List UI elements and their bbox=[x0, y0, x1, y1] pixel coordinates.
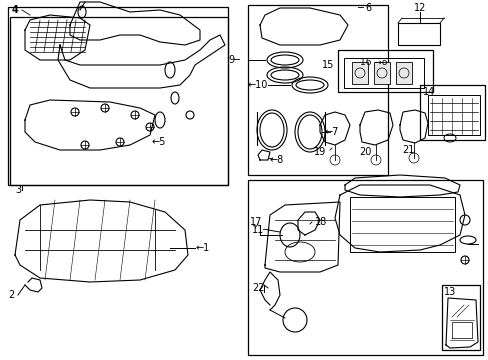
Text: 3: 3 bbox=[15, 185, 21, 195]
Text: 18: 18 bbox=[314, 217, 326, 227]
Bar bbox=[10, 17, 227, 185]
Text: 22: 22 bbox=[251, 283, 264, 293]
Bar bbox=[8, 7, 227, 185]
Text: 11─: 11─ bbox=[251, 225, 269, 235]
Bar bbox=[419, 85, 484, 140]
Bar bbox=[441, 285, 479, 350]
Text: ←1: ←1 bbox=[196, 243, 210, 253]
Text: 14: 14 bbox=[422, 87, 434, 97]
Text: 13: 13 bbox=[443, 287, 455, 297]
Text: ←5: ←5 bbox=[152, 137, 166, 147]
Bar bbox=[373, 62, 389, 84]
Text: 15: 15 bbox=[321, 60, 334, 70]
Bar bbox=[397, 23, 439, 45]
Bar bbox=[349, 197, 454, 252]
Bar bbox=[343, 58, 423, 88]
Text: ←10: ←10 bbox=[247, 80, 268, 90]
Bar bbox=[351, 62, 367, 84]
Text: 17: 17 bbox=[249, 217, 262, 227]
Bar bbox=[247, 180, 482, 355]
Bar bbox=[395, 62, 411, 84]
Text: 19: 19 bbox=[313, 147, 325, 157]
Text: 20: 20 bbox=[358, 147, 370, 157]
Bar bbox=[337, 50, 432, 92]
Text: ←8: ←8 bbox=[269, 155, 284, 165]
Bar bbox=[247, 5, 387, 175]
Text: 21: 21 bbox=[401, 145, 413, 155]
Bar bbox=[427, 95, 479, 135]
Text: ←7: ←7 bbox=[325, 127, 339, 137]
Text: 9─: 9─ bbox=[227, 55, 240, 65]
Text: 16 →o: 16 →o bbox=[359, 58, 386, 67]
Text: 2: 2 bbox=[8, 290, 14, 300]
Text: 12: 12 bbox=[413, 3, 426, 13]
Text: 4: 4 bbox=[12, 5, 19, 15]
Text: ─ 6: ─ 6 bbox=[356, 3, 371, 13]
